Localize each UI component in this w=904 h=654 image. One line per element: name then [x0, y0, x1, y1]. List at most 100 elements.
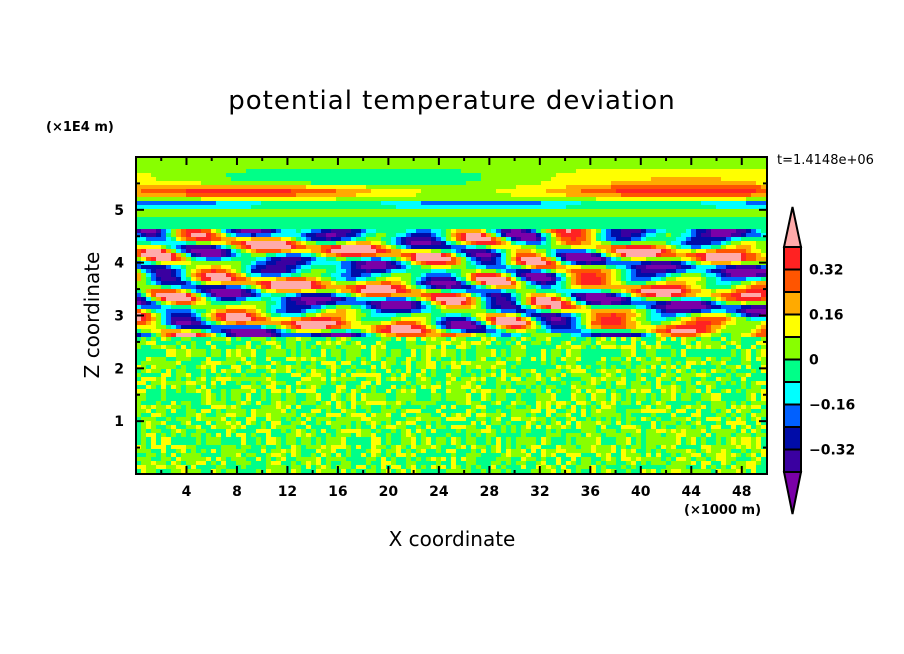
heatmap-cell [676, 221, 682, 226]
heatmap-cell [466, 305, 472, 310]
heatmap-cell [491, 289, 497, 294]
heatmap-cell [241, 249, 247, 254]
heatmap-cell [716, 209, 722, 214]
heatmap-cell [621, 193, 627, 198]
heatmap-cell [431, 161, 437, 166]
heatmap-cell [186, 253, 192, 258]
heatmap-cell [301, 209, 307, 214]
heatmap-cell [156, 253, 162, 258]
heatmap-cell [616, 249, 622, 254]
heatmap-cell [371, 265, 377, 270]
heatmap-cell [266, 181, 272, 186]
heatmap-cell [496, 193, 502, 198]
heatmap-cell [416, 261, 422, 266]
heatmap-cell [391, 201, 397, 206]
heatmap-cell [441, 297, 447, 302]
heatmap-cell [216, 181, 222, 186]
heatmap-cell [701, 169, 707, 174]
heatmap-cell [651, 173, 657, 178]
heatmap-cell [136, 273, 142, 278]
heatmap-cell [186, 181, 192, 186]
heatmap-cell [511, 241, 517, 246]
heatmap-cell [601, 213, 607, 218]
heatmap-cell [181, 185, 187, 190]
heatmap-cell [301, 173, 307, 178]
heatmap-cell [451, 253, 457, 258]
heatmap-cell [616, 309, 622, 314]
heatmap-cell [416, 213, 422, 218]
heatmap-cell [686, 209, 692, 214]
heatmap-cell [496, 173, 502, 178]
heatmap-cell [631, 161, 637, 166]
heatmap-cell [746, 189, 752, 194]
heatmap-cell [351, 165, 357, 170]
heatmap-cell [171, 293, 177, 298]
heatmap-cell [351, 273, 357, 278]
heatmap-cell [191, 309, 197, 314]
heatmap-cell [621, 157, 627, 162]
heatmap-cell [166, 181, 172, 186]
heatmap-cell [571, 197, 577, 202]
heatmap-cell [531, 213, 537, 218]
heatmap-cell [231, 273, 237, 278]
heatmap-cell [661, 305, 667, 310]
heatmap-cell [326, 189, 332, 194]
heatmap-cell [611, 289, 617, 294]
heatmap-cell [746, 165, 752, 170]
heatmap-cell [141, 225, 147, 230]
heatmap-cell [471, 241, 477, 246]
heatmap-cell [536, 181, 542, 186]
heatmap-cell [631, 157, 637, 162]
heatmap-cell [221, 201, 227, 206]
heatmap-cell [286, 261, 292, 266]
heatmap-cell [316, 185, 322, 190]
heatmap-cell [186, 173, 192, 178]
heatmap-cell [471, 181, 477, 186]
heatmap-cell [331, 265, 337, 270]
heatmap-cell [411, 189, 417, 194]
heatmap-cell [236, 185, 242, 190]
heatmap-cell [576, 201, 582, 206]
heatmap-cell [441, 281, 447, 286]
heatmap-cell [446, 265, 452, 270]
heatmap-cell [426, 229, 432, 234]
heatmap-cell [311, 245, 317, 250]
heatmap-cell [506, 245, 512, 250]
heatmap-cell [716, 233, 722, 238]
heatmap-cell [711, 289, 717, 294]
heatmap-cell [666, 157, 672, 162]
heatmap-cell [746, 181, 752, 186]
heatmap-cell [481, 305, 487, 310]
heatmap-cell [271, 201, 277, 206]
heatmap-cell [491, 281, 497, 286]
heatmap-cell [166, 281, 172, 286]
heatmap-cell [701, 225, 707, 230]
heatmap-cell [741, 161, 747, 166]
heatmap-cell [466, 297, 472, 302]
heatmap-cell [391, 197, 397, 202]
heatmap-cell [381, 169, 387, 174]
heatmap-cell [286, 269, 292, 274]
heatmap-cell [206, 273, 212, 278]
heatmap-cell [661, 181, 667, 186]
heatmap-cell [361, 289, 367, 294]
heatmap-cell [491, 297, 497, 302]
heatmap-cell [386, 213, 392, 218]
heatmap-cell [261, 241, 267, 246]
heatmap-cell [486, 185, 492, 190]
heatmap-cell [431, 289, 437, 294]
heatmap-cell [656, 245, 662, 250]
heatmap-cell [746, 213, 752, 218]
heatmap-cell [226, 241, 232, 246]
heatmap-cell [681, 193, 687, 198]
heatmap-cell [276, 165, 282, 170]
heatmap-cell [511, 181, 517, 186]
heatmap-cell [176, 289, 182, 294]
heatmap-cell [456, 285, 462, 290]
heatmap-cell [601, 169, 607, 174]
heatmap-cell [486, 189, 492, 194]
heatmap-cell [196, 237, 202, 242]
heatmap-cell [726, 221, 732, 226]
heatmap-cell [586, 253, 592, 258]
heatmap-cell [166, 213, 172, 218]
